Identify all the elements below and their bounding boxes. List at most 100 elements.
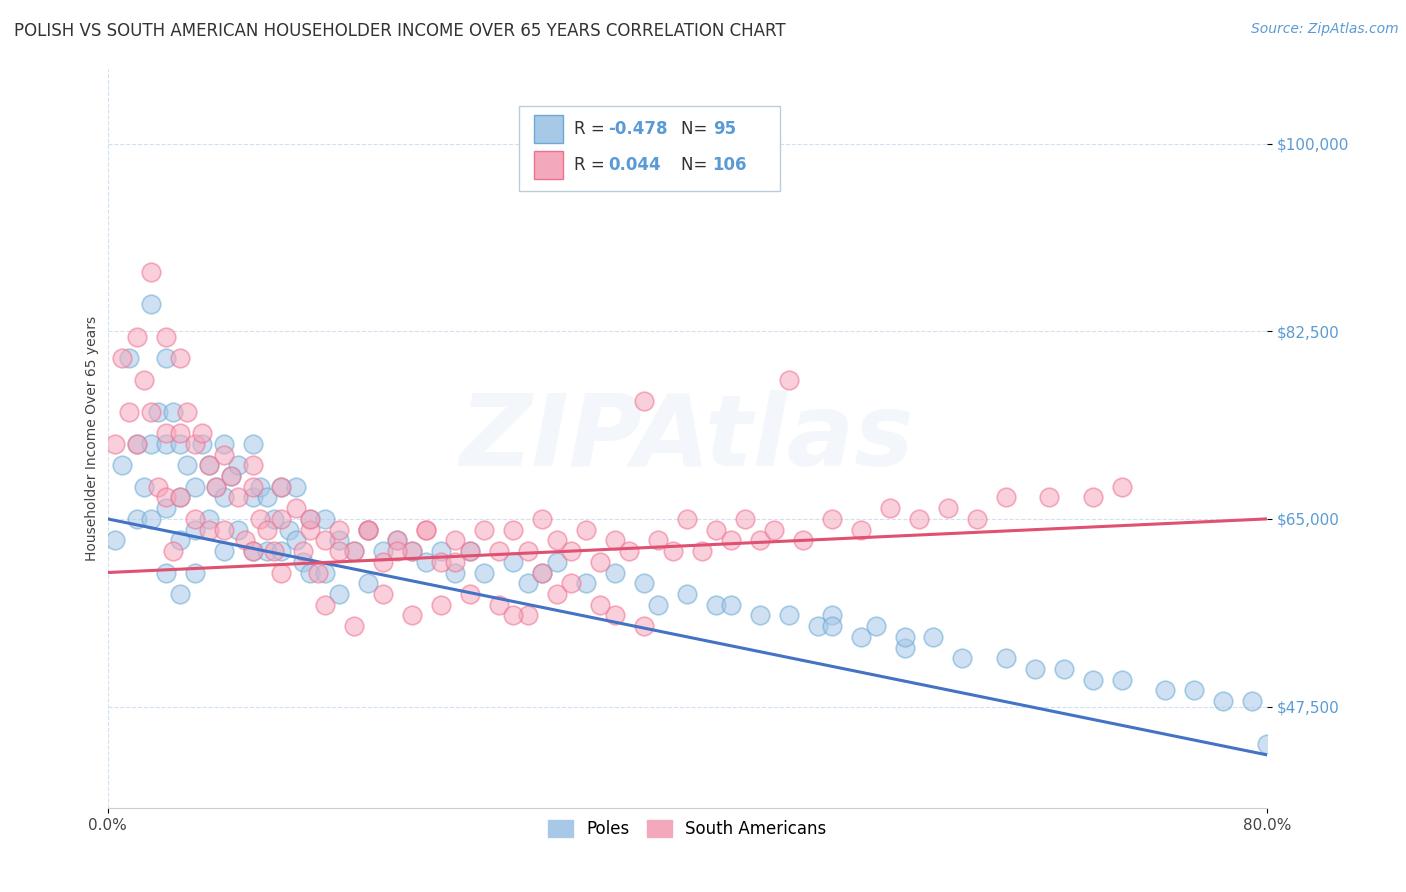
Point: [806, 619, 828, 633]
Text: R =: R =: [574, 156, 610, 174]
Point: [516, 544, 538, 558]
Point: [502, 523, 524, 537]
Point: [299, 523, 322, 537]
Point: [270, 512, 292, 526]
Point: [704, 523, 727, 537]
Point: [647, 533, 669, 548]
Point: [849, 630, 872, 644]
Point: [292, 555, 315, 569]
Point: [343, 544, 366, 558]
Point: [205, 480, 228, 494]
Point: [1111, 673, 1133, 687]
Text: -0.478: -0.478: [609, 120, 668, 138]
Point: [299, 566, 322, 580]
Point: [242, 458, 264, 473]
Point: [242, 437, 264, 451]
Point: [720, 533, 742, 548]
Point: [734, 512, 756, 526]
Point: [893, 640, 915, 655]
Point: [139, 512, 162, 526]
Point: [575, 576, 598, 591]
Point: [256, 523, 278, 537]
Point: [183, 512, 205, 526]
FancyBboxPatch shape: [519, 105, 780, 191]
Point: [690, 544, 713, 558]
Point: [169, 426, 191, 441]
Point: [704, 598, 727, 612]
Point: [212, 437, 235, 451]
Point: [1241, 694, 1264, 708]
Point: [328, 544, 350, 558]
Point: [212, 544, 235, 558]
Point: [183, 523, 205, 537]
Point: [1154, 683, 1177, 698]
Point: [1053, 662, 1076, 676]
Point: [430, 598, 453, 612]
Point: [285, 480, 308, 494]
Point: [256, 544, 278, 558]
Point: [233, 533, 256, 548]
Point: [176, 405, 198, 419]
Point: [415, 555, 437, 569]
Point: [444, 555, 467, 569]
Point: [183, 480, 205, 494]
Point: [778, 608, 800, 623]
Point: [748, 608, 770, 623]
Point: [125, 437, 148, 451]
Point: [285, 533, 308, 548]
Point: [299, 512, 322, 526]
Text: 106: 106: [713, 156, 747, 174]
Point: [357, 523, 380, 537]
Point: [226, 491, 249, 505]
Point: [169, 587, 191, 601]
Point: [603, 608, 626, 623]
Point: [155, 351, 177, 365]
Point: [314, 512, 336, 526]
Point: [661, 544, 683, 558]
Point: [270, 566, 292, 580]
Point: [994, 651, 1017, 665]
Point: [546, 587, 568, 601]
Point: [183, 437, 205, 451]
Point: [328, 533, 350, 548]
Point: [401, 544, 423, 558]
Point: [249, 480, 271, 494]
Point: [155, 501, 177, 516]
Point: [430, 544, 453, 558]
Point: [139, 405, 162, 419]
Point: [516, 608, 538, 623]
Bar: [534, 115, 564, 144]
Point: [575, 523, 598, 537]
Point: [111, 458, 134, 473]
Text: POLISH VS SOUTH AMERICAN HOUSEHOLDER INCOME OVER 65 YEARS CORRELATION CHART: POLISH VS SOUTH AMERICAN HOUSEHOLDER INC…: [14, 22, 786, 40]
Point: [908, 512, 931, 526]
Text: ZIPAtlas: ZIPAtlas: [460, 390, 914, 487]
Point: [256, 491, 278, 505]
Point: [1081, 673, 1104, 687]
Point: [879, 501, 901, 516]
Point: [720, 598, 742, 612]
Point: [1111, 480, 1133, 494]
Point: [952, 651, 974, 665]
Point: [270, 480, 292, 494]
Point: [270, 480, 292, 494]
Point: [139, 437, 162, 451]
Text: R =: R =: [574, 120, 610, 138]
Point: [285, 501, 308, 516]
Text: N=: N=: [682, 156, 713, 174]
Point: [357, 576, 380, 591]
Point: [676, 587, 699, 601]
Point: [169, 351, 191, 365]
Point: [401, 608, 423, 623]
Bar: [534, 151, 564, 178]
Point: [502, 555, 524, 569]
Point: [242, 544, 264, 558]
Point: [748, 533, 770, 548]
Point: [531, 512, 554, 526]
Point: [155, 426, 177, 441]
Point: [328, 587, 350, 601]
Point: [169, 437, 191, 451]
Point: [531, 566, 554, 580]
Point: [212, 523, 235, 537]
Point: [219, 469, 242, 483]
